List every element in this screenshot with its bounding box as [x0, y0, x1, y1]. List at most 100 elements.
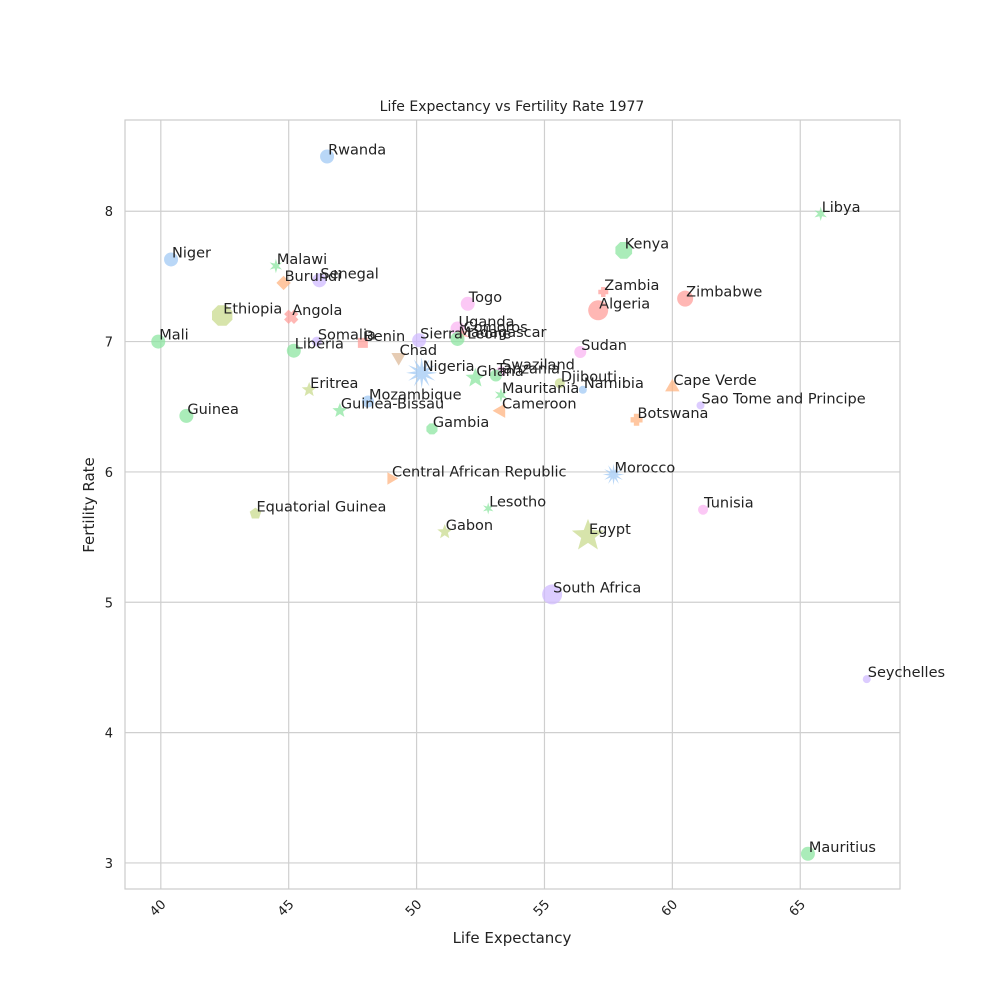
- point-label: Uganda: [459, 315, 515, 331]
- point-label: Kenya: [625, 236, 669, 252]
- point-label: Rwanda: [328, 142, 386, 158]
- point-label: Mauritius: [809, 840, 876, 856]
- point-label: Cameroon: [502, 397, 577, 413]
- data-point: [800, 846, 815, 861]
- data-point: [284, 309, 299, 324]
- point-label: Mauritania: [502, 381, 579, 397]
- point-label: Burundi: [285, 269, 342, 285]
- y-tick-label: 8: [105, 205, 113, 220]
- data-point: [426, 423, 438, 435]
- point-label: Niger: [172, 245, 211, 261]
- data-point: [492, 403, 506, 418]
- x-tick-label: 55: [531, 897, 553, 919]
- point-label: South Africa: [553, 580, 641, 596]
- point-label: Somalia: [318, 328, 376, 344]
- x-tick-label: 45: [275, 897, 297, 919]
- point-label: Zambia: [604, 278, 659, 294]
- x-tick-label: 50: [403, 897, 425, 919]
- data-point: [151, 334, 166, 349]
- point-label: Egypt: [589, 522, 631, 538]
- data-point: [164, 252, 179, 267]
- data-point: [465, 367, 486, 387]
- data-point: [456, 326, 469, 341]
- point-label: Gabon: [446, 518, 493, 534]
- y-tick-label: 7: [105, 336, 113, 351]
- data-point: [361, 395, 374, 408]
- data-point: [286, 343, 301, 358]
- point-label: Libya: [822, 200, 861, 216]
- point-label: Algeria: [599, 296, 650, 312]
- x-tick-label: 60: [659, 897, 681, 919]
- point-label: Equatorial Guinea: [256, 500, 386, 516]
- y-tick-label: 5: [105, 596, 113, 611]
- point-label: Sao Tome and Principe: [701, 391, 865, 407]
- data-point: [179, 408, 194, 423]
- point-label: Ethiopia: [223, 302, 282, 318]
- point-label: Namibia: [584, 376, 644, 392]
- data-point: [615, 242, 633, 259]
- point-label: Morocco: [615, 461, 676, 477]
- point-label: Chad: [400, 343, 437, 359]
- data-point: [460, 296, 475, 311]
- point-label: Sudan: [581, 338, 627, 354]
- data-point: [387, 472, 399, 485]
- data-point: [814, 206, 827, 221]
- data-point: [269, 258, 283, 274]
- x-tick-label: 40: [147, 897, 169, 919]
- point-label: Mozambique: [369, 388, 462, 404]
- point-label: Botswana: [638, 406, 709, 422]
- chart-title: Life Expectancy vs Fertility Rate 1977: [380, 99, 645, 115]
- data-point: [696, 401, 705, 410]
- point-label: Madagascar: [459, 325, 547, 341]
- y-tick-label: 4: [105, 727, 113, 742]
- data-point: [249, 507, 262, 519]
- y-tick-label: 6: [105, 466, 113, 481]
- data-point: [320, 149, 335, 164]
- point-label: Tanzania: [496, 361, 560, 377]
- data-point: [588, 300, 609, 321]
- data-point: [489, 369, 502, 382]
- point-label: Zimbabwe: [686, 285, 762, 301]
- data-point: [665, 378, 680, 392]
- data-point: [554, 378, 565, 389]
- data-point: [450, 331, 465, 346]
- y-axis-label: Fertility Rate: [80, 457, 98, 553]
- y-tick-label: 3: [105, 857, 113, 872]
- point-labels: Rwanda Libya Niger Malawi Kenya BurundiSenega…: [159, 142, 945, 855]
- point-label: Liberia: [295, 337, 344, 353]
- grid-lines: [125, 120, 900, 889]
- point-label: Guinea: [187, 402, 238, 418]
- data-point: [483, 502, 494, 515]
- data-point: [311, 336, 322, 347]
- point-label: Mali: [159, 328, 188, 344]
- data-point: [598, 287, 609, 298]
- data-point: [406, 357, 438, 389]
- point-label: Guinea-Bissau: [341, 397, 444, 413]
- point-label: Togo: [468, 290, 502, 306]
- data-point: [357, 337, 368, 348]
- data-point: [312, 273, 327, 288]
- point-label: Central African Republic: [392, 464, 567, 480]
- point-label: Ghana: [476, 364, 523, 380]
- point-label: Eritrea: [310, 376, 358, 392]
- data-points: [151, 149, 871, 861]
- data-point: [391, 353, 406, 366]
- point-label: Djibouti: [561, 369, 617, 385]
- point-label: Malawi: [277, 252, 327, 268]
- data-point: [412, 333, 427, 348]
- data-point: [494, 387, 508, 403]
- point-label: Lesotho: [489, 494, 546, 510]
- point-label: Tunisia: [703, 496, 754, 512]
- point-label: Benin: [364, 329, 405, 345]
- point-label: Nigeria: [423, 359, 475, 375]
- point-label: Senegal: [320, 266, 378, 282]
- point-label: Comoros: [464, 320, 528, 336]
- data-point: [630, 413, 643, 426]
- data-point: [542, 584, 563, 605]
- data-point: [698, 504, 709, 515]
- point-label: Angola: [292, 303, 342, 319]
- data-point: [602, 463, 625, 486]
- point-label: Sierra Leone: [420, 326, 511, 342]
